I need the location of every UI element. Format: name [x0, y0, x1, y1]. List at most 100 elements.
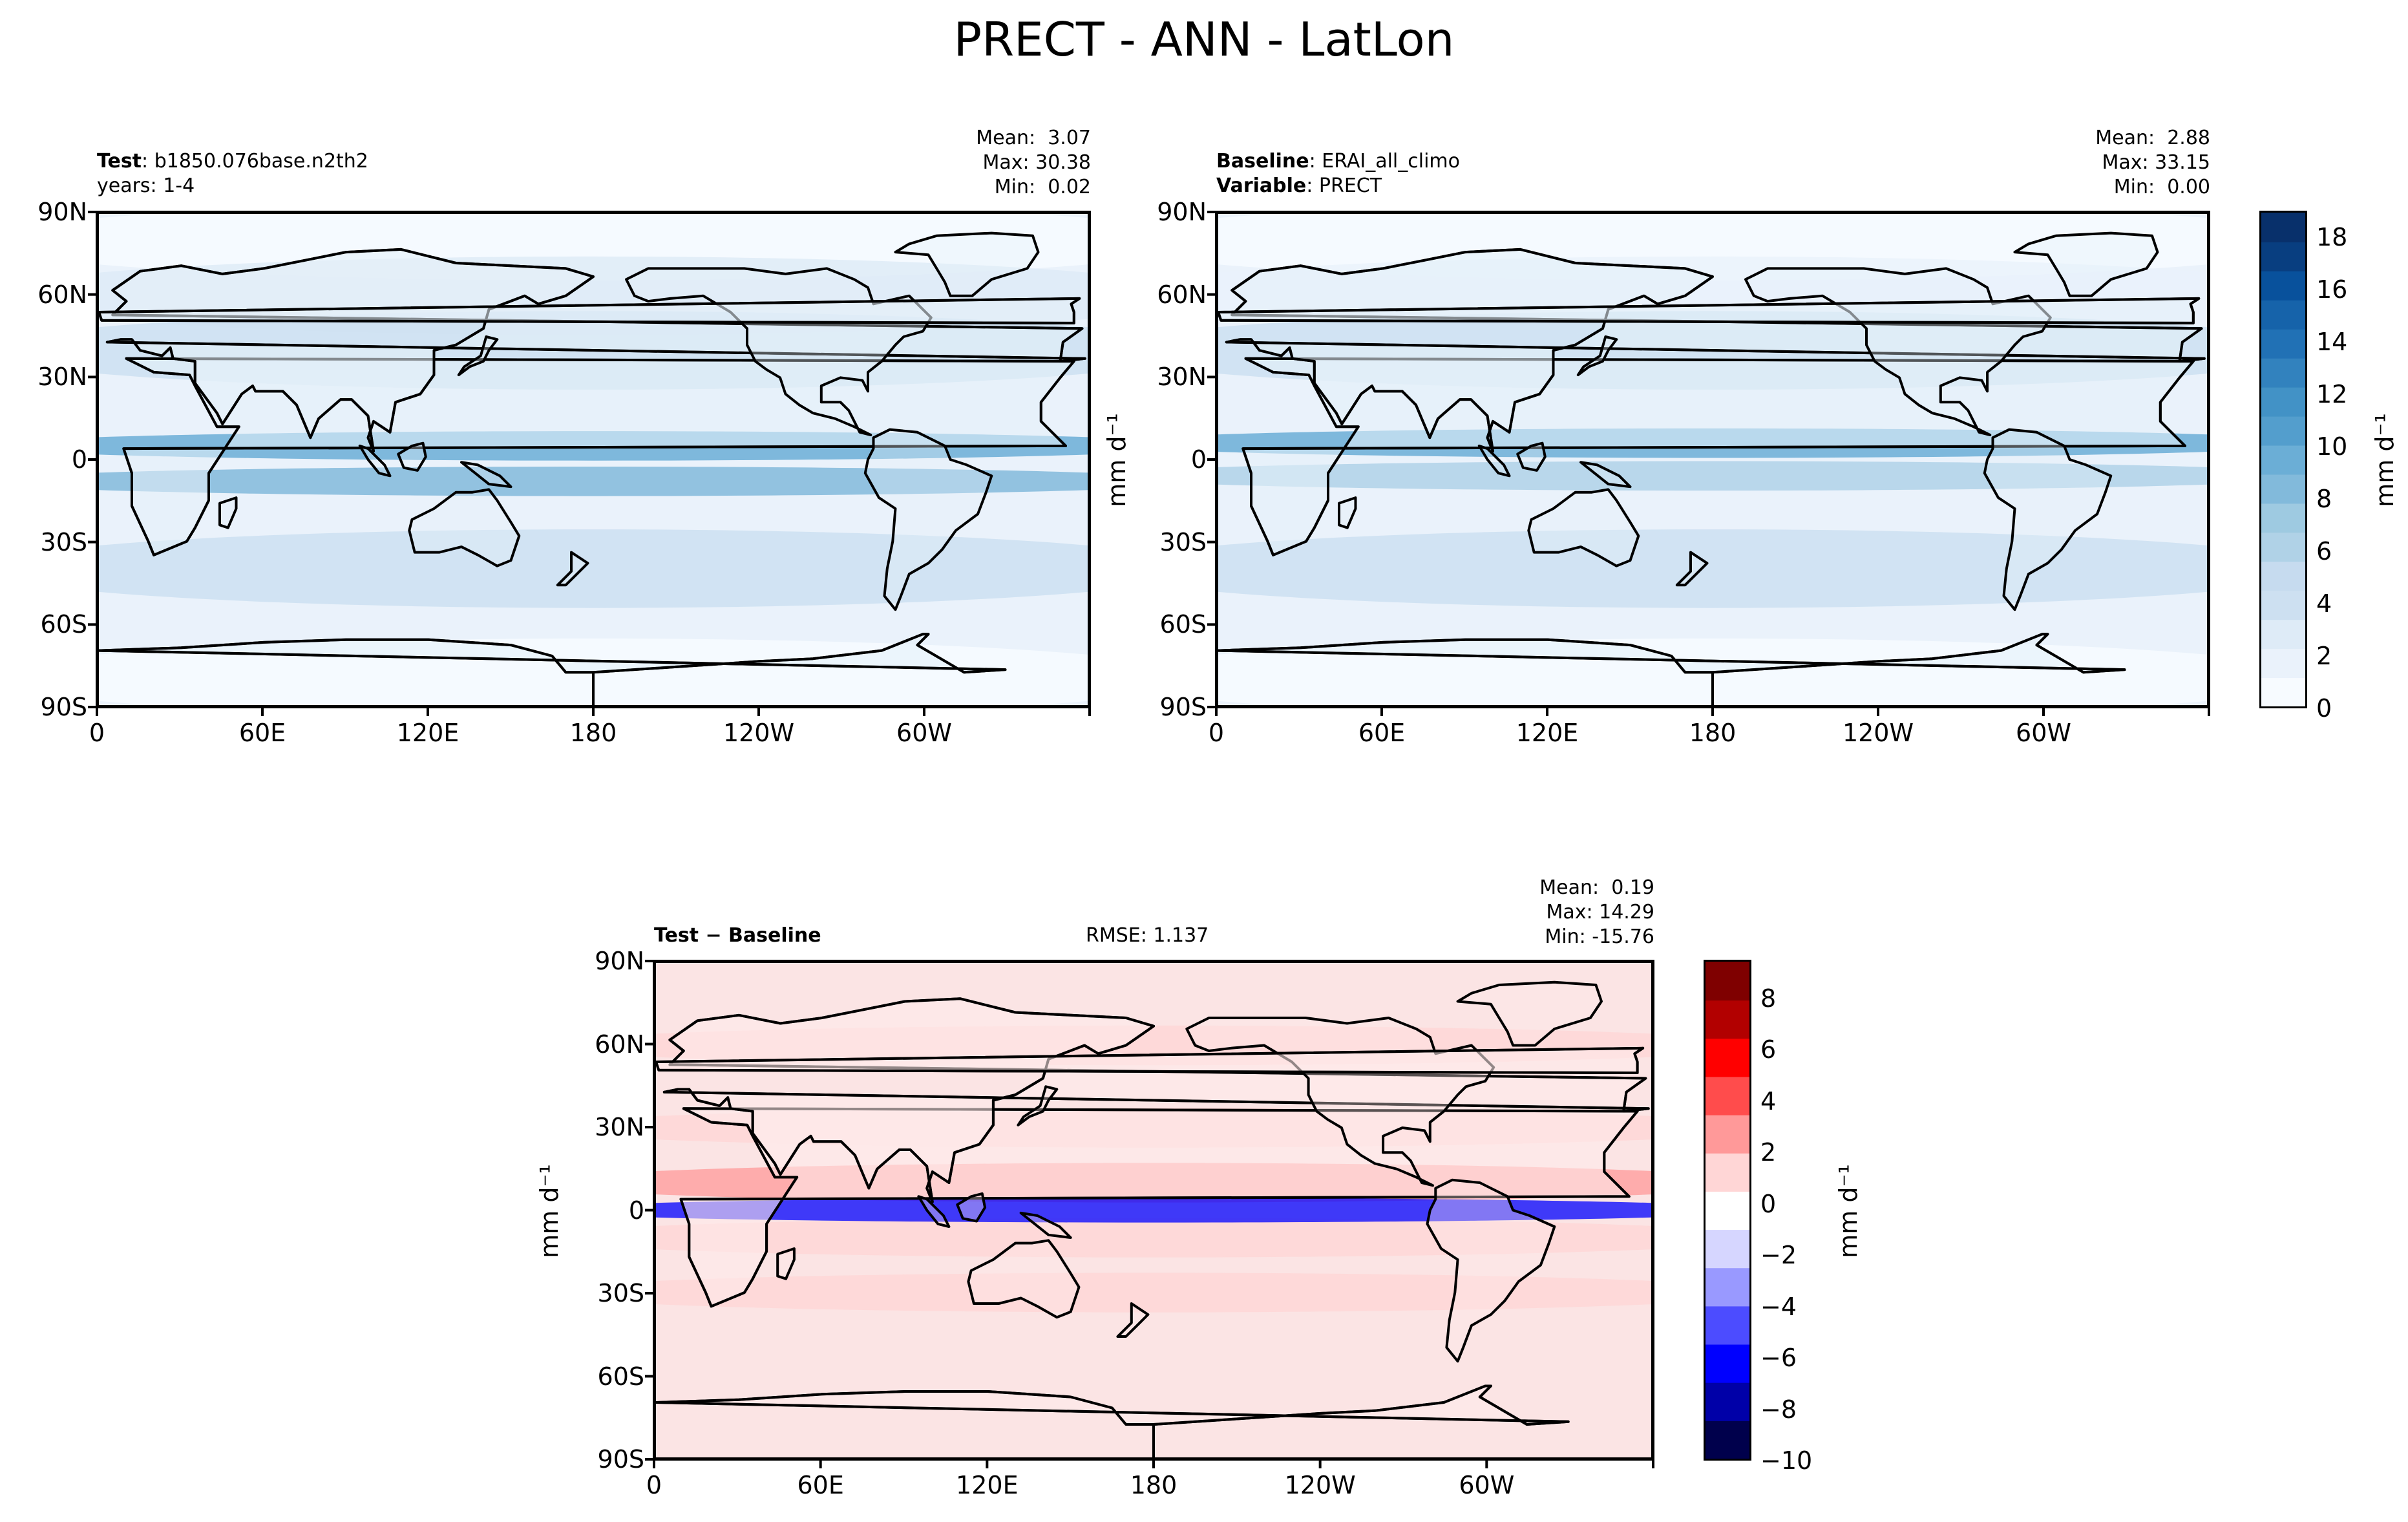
baseline-stat-mean: Mean: 2.88	[2095, 127, 2210, 149]
main-colorbar	[2259, 211, 2307, 708]
baseline-coastline-new-zealand	[1675, 551, 1709, 587]
test-label-value: b1850.076base.n2th2	[154, 150, 368, 173]
main-colorbar-tick-label: 10	[2316, 432, 2348, 461]
diff-colorbar-swatch	[1706, 1190, 1749, 1231]
baseline-variable: Variable: PRECT	[1216, 174, 1382, 198]
main-colorbar-swatch	[2261, 416, 2305, 446]
diff-map-plot	[653, 960, 1654, 1461]
diff-colorbar-swatch	[1706, 1305, 1749, 1345]
baseline-zone-4	[1218, 529, 2207, 608]
diff-colorbar-tick-label: −2	[1760, 1241, 1797, 1270]
diff-colorbar-swatch	[1706, 1420, 1749, 1459]
test-stat-max: Max: 30.38	[982, 151, 1091, 174]
lat-tick-label: 60S	[597, 1362, 644, 1391]
lon-tick-label: 120E	[396, 719, 459, 747]
diff-coastline-madagascar	[776, 1247, 796, 1280]
test-stat-min: Min: 0.02	[994, 176, 1091, 198]
lat-tick-label: 30S	[1159, 527, 1207, 556]
test-stat-mean: Mean: 3.07	[976, 127, 1091, 149]
diff-stat-mean: Mean: 0.19	[1539, 876, 1654, 899]
baseline-label-value: ERAI_all_climo	[1322, 150, 1460, 173]
main-colorbar-tick-label: 6	[2316, 536, 2332, 565]
baseline-coastline-antarctica-b	[1218, 633, 2126, 705]
test-label: Test: b1850.076base.n2th2	[97, 150, 368, 173]
main-colorbar-swatch	[2261, 677, 2305, 706]
lon-tick-label: 0	[1208, 719, 1225, 747]
main-colorbar-tick-label: 4	[2316, 589, 2332, 618]
test-coastline-sumatra	[358, 444, 392, 478]
test-zone-6	[99, 431, 1088, 461]
baseline-stat-max: Max: 33.15	[2102, 151, 2210, 174]
diff-coastline-antarctica-b	[656, 1384, 1570, 1457]
baseline-coastline-sumatra	[1477, 444, 1511, 478]
baseline-coastline-south-america	[1983, 428, 2113, 611]
diff-colorbar-label: mm d⁻¹	[1834, 1164, 1863, 1258]
lat-tick-label: 30N	[595, 1113, 644, 1141]
test-coastline-north-america	[625, 267, 933, 436]
diff-colorbar-swatch	[1706, 1000, 1749, 1039]
main-colorbar-tick-label: 0	[2316, 694, 2332, 723]
diff-colorbar-tick-label: 8	[1760, 984, 1777, 1013]
baseline-label: Baseline: ERAI_all_climo	[1216, 150, 1460, 173]
test-coastline-eurasia-b	[105, 248, 1086, 453]
diff-colorbar-tick-label: −8	[1760, 1395, 1797, 1424]
baseline-coastline-madagascar	[1338, 496, 1357, 529]
diff-zone-0	[656, 1025, 1651, 1066]
diff-colorbar-tick-label: 0	[1760, 1189, 1777, 1218]
diff-colorbar	[1704, 960, 1751, 1461]
diff-ylabel: mm d⁻¹	[535, 1164, 564, 1258]
test-coastline-greenland	[894, 231, 1040, 297]
main-colorbar-swatch	[2261, 213, 2305, 242]
diff-map-svg	[656, 963, 1651, 1457]
lat-tick-label: 60N	[595, 1030, 644, 1059]
diff-zone-4	[656, 1218, 1651, 1258]
main-colorbar-swatch	[2261, 561, 2305, 591]
lon-tick-label: 120W	[1284, 1471, 1356, 1499]
test-coastline-south-america	[863, 428, 993, 611]
test-coastline-antarctica-b	[99, 633, 1007, 705]
diff-coastline-japan	[1017, 1085, 1059, 1126]
main-colorbar-swatch	[2261, 474, 2305, 504]
diff-rmse: RMSE: 1.137	[1086, 924, 1209, 947]
main-colorbar-swatch	[2261, 532, 2305, 562]
lon-tick-label: 120W	[723, 719, 795, 747]
baseline-stat-min: Min: 0.00	[2113, 176, 2210, 198]
baseline-zone-5	[1218, 428, 2207, 458]
diff-zone-1	[656, 1108, 1651, 1148]
test-years: years: 1-4	[97, 174, 195, 197]
diff-zone-3	[656, 1163, 1651, 1203]
lat-tick-label: 30S	[40, 527, 87, 556]
diff-stat-min: Min: -15.76	[1545, 925, 1654, 948]
diff-colorbar-swatch	[1706, 1344, 1749, 1383]
lon-tick-label: 0	[646, 1471, 662, 1499]
lat-tick-label: 30N	[1157, 363, 1207, 392]
baseline-label-sep: :	[1309, 150, 1322, 173]
diff-coastline-australia	[967, 1239, 1081, 1319]
diff-zone-5	[656, 1198, 1651, 1223]
baseline-variable-value: PRECT	[1318, 174, 1382, 197]
diff-colorbar-tick-label: 6	[1760, 1035, 1777, 1064]
test-map-plot	[96, 211, 1091, 708]
lon-tick-label: 180	[569, 719, 617, 747]
lon-tick-label: 0	[89, 719, 105, 747]
diff-colorbar-swatch	[1706, 1267, 1749, 1307]
main-colorbar-swatch	[2261, 503, 2305, 533]
test-coastline-madagascar	[218, 496, 238, 529]
baseline-variable-sep: :	[1306, 174, 1319, 197]
baseline-coastline-greenland	[2013, 231, 2159, 297]
diff-colorbar-swatch	[1706, 1076, 1749, 1115]
figure-title: PRECT - ANN - LatLon	[953, 12, 1455, 67]
baseline-coastline-north-america	[1744, 267, 2052, 436]
diff-colorbar-swatch	[1706, 1114, 1749, 1154]
lat-tick-label: 90N	[37, 198, 87, 226]
main-colorbar-tick-label: 8	[2316, 484, 2332, 513]
main-colorbar-tick-label: 16	[2316, 275, 2348, 304]
lon-tick-label: 120E	[1516, 719, 1579, 747]
lon-tick-label: 60W	[896, 719, 952, 747]
lon-tick-label: 60W	[2016, 719, 2071, 747]
baseline-coastline-eurasia-b	[1225, 248, 2206, 453]
main-colorbar-tick-label: 18	[2316, 222, 2348, 251]
test-coastline-uk-b	[99, 297, 1081, 324]
diff-colorbar-swatch	[1706, 1229, 1749, 1269]
diff-colorbar-swatch	[1706, 1152, 1749, 1192]
